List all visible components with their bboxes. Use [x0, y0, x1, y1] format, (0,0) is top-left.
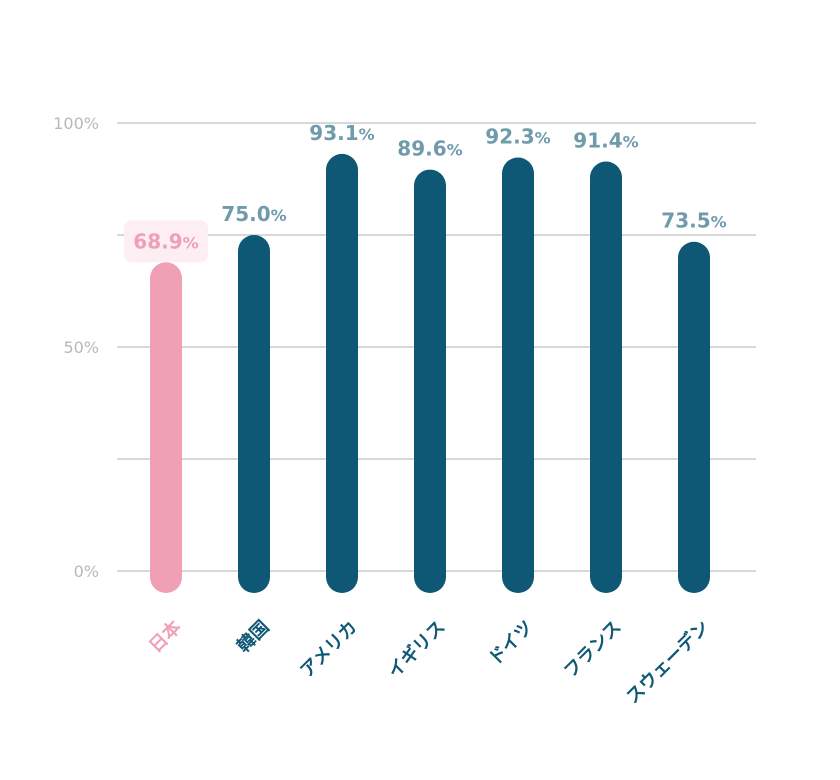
value-labels: 68.9%75.0%93.1%89.6%92.3% 91.4%73.5% [124, 121, 727, 263]
highlight-value-badge [124, 220, 208, 263]
value-number: 93.1 [309, 121, 358, 145]
bar-4 [414, 169, 446, 594]
category-label: 日本 [145, 616, 186, 657]
bars [150, 153, 710, 594]
value-unit: % [359, 125, 375, 144]
value-label: 75.0% [221, 202, 286, 226]
y-axis-ticks: 0% 50% 100% [53, 114, 99, 581]
value-unit: % [623, 133, 639, 152]
value-label: 89.6% [397, 137, 462, 161]
category-label: イギリス [384, 617, 450, 683]
value-unit: % [271, 206, 287, 225]
value-number: 68.9 [133, 229, 182, 253]
category-label: 韓国 [233, 616, 274, 657]
category-label: スウェーデン [622, 616, 714, 708]
bar-5 [502, 157, 534, 593]
bar-6 [590, 161, 622, 593]
bar-2 [238, 235, 270, 593]
value-number: 75.0 [221, 202, 270, 226]
value-unit: % [711, 213, 727, 232]
value-number: 92.3 [485, 124, 534, 148]
value-number: 89.6 [397, 137, 446, 161]
category-label: アメリカ [296, 617, 361, 682]
value-label: 92.3% [485, 124, 550, 148]
value-number: 91.4 [573, 129, 622, 153]
value-label: 68.9% [133, 229, 198, 253]
value-label: 91.4% [573, 129, 638, 153]
bar-3 [326, 153, 358, 594]
y-tick-label: 100% [53, 114, 99, 133]
value-unit: % [535, 128, 551, 147]
value-label: 73.5% [661, 209, 726, 233]
value-unit: % [447, 141, 463, 160]
bar-7 [678, 241, 710, 593]
category-label: フランス [560, 617, 626, 683]
y-tick-label: 0% [74, 562, 99, 581]
value-number: 73.5 [661, 209, 710, 233]
y-tick-label: 50% [63, 338, 99, 357]
bar-1 [150, 262, 182, 593]
category-label: ドイツ [485, 617, 538, 670]
value-unit: % [183, 233, 199, 252]
value-label: 93.1% [309, 121, 374, 145]
